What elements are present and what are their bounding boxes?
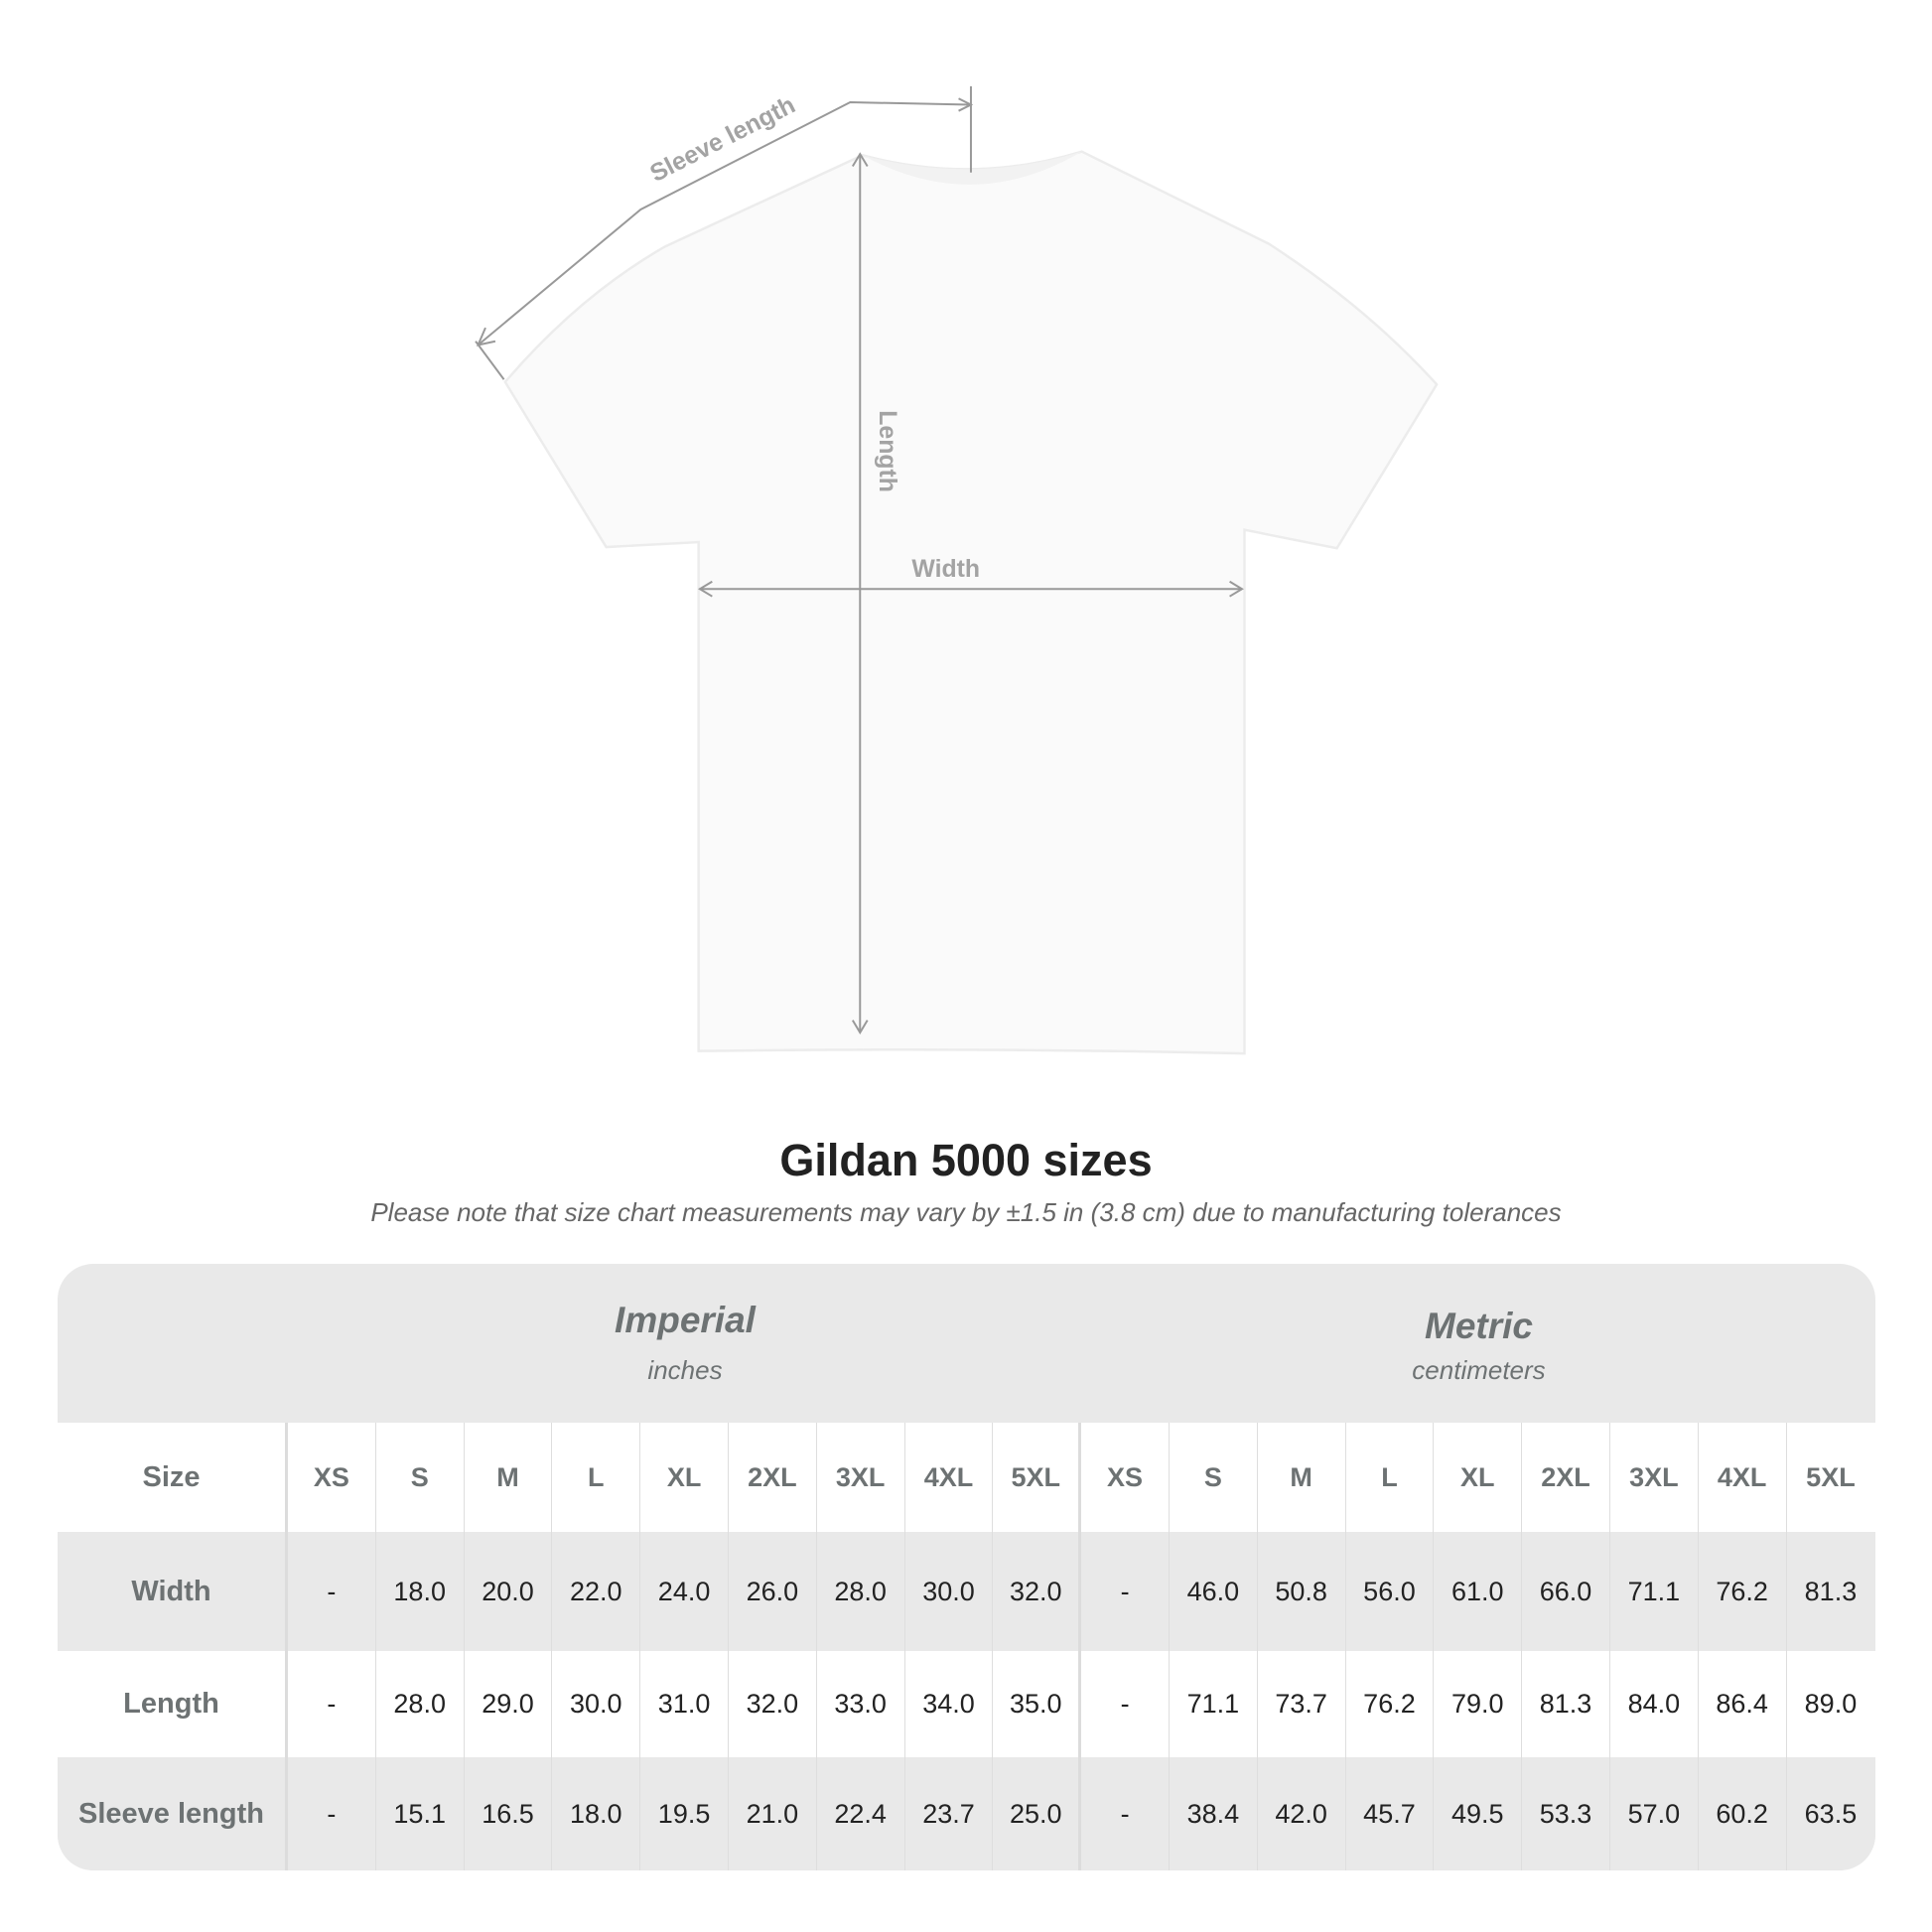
size-header-cell: 4XL	[905, 1423, 994, 1532]
size-header-cell: L	[1346, 1423, 1435, 1532]
value-cell: 38.4	[1170, 1757, 1258, 1870]
value-cell: 32.0	[729, 1651, 817, 1757]
size-header-cell: XS	[288, 1423, 376, 1532]
value-cell: -	[288, 1651, 376, 1757]
value-cell: 31.0	[640, 1651, 729, 1757]
value-cell: 18.0	[552, 1757, 641, 1870]
value-cell: 81.3	[1804, 1576, 1858, 1606]
value-cell: 28.0	[817, 1532, 905, 1651]
size-header-cell: S	[1170, 1423, 1258, 1532]
value-cell: 22.0	[552, 1532, 641, 1651]
value-cell: 28.0	[376, 1651, 465, 1757]
value-cell: 42.0	[1258, 1757, 1346, 1870]
imperial-title: Imperial	[615, 1300, 756, 1340]
size-header-cell: 3XL	[1610, 1423, 1699, 1532]
value-cell: 35.0	[993, 1651, 1082, 1757]
value-cell: 50.8	[1258, 1532, 1346, 1651]
size-header-cell: 5XL	[1806, 1461, 1856, 1492]
value-cell: 32.0	[993, 1532, 1082, 1651]
value-cell: -	[288, 1532, 376, 1651]
page-title: Gildan 5000 sizes	[779, 1135, 1153, 1185]
value-cell: 81.3	[1522, 1651, 1610, 1757]
value-cell: 76.2	[1346, 1651, 1435, 1757]
size-header-cell: XL	[640, 1423, 729, 1532]
value-cell: 15.1	[376, 1757, 465, 1870]
value-cell: 29.0	[465, 1651, 553, 1757]
value-cell: 76.2	[1699, 1532, 1787, 1651]
size-header-cell: 3XL	[817, 1423, 905, 1532]
value-cell: 61.0	[1434, 1532, 1523, 1651]
value-cell: 30.0	[552, 1651, 641, 1757]
size-header-cell: 5XL	[993, 1423, 1082, 1532]
row-label: Width	[58, 1532, 288, 1651]
value-cell: 86.4	[1699, 1651, 1787, 1757]
value-cell: -	[1081, 1532, 1170, 1651]
value-cell: 23.7	[905, 1757, 994, 1870]
size-header-cell: S	[376, 1423, 465, 1532]
value-cell: 30.0	[905, 1532, 994, 1651]
imperial-header: Imperial inches	[288, 1264, 1082, 1423]
row-label: Sleeve length	[58, 1757, 288, 1870]
row-label: Length	[58, 1651, 288, 1757]
size-header-row: Size XS S M L XL 2XL 3XL 4XL 5XL XS S M L XL 2XL 3XL 4XL 5…	[58, 1423, 1875, 1532]
length-label: Length	[874, 410, 900, 492]
value-cell: 49.5	[1434, 1757, 1523, 1870]
metric-title: Metric	[1425, 1306, 1533, 1346]
measurement-row: Length -28.0 29.0 30.0 31.0 32.0 33.0 34.0 35.0-…	[58, 1651, 1875, 1757]
metric-header: Metric centimeters	[1082, 1264, 1875, 1423]
value-cell: 34.0	[905, 1651, 994, 1757]
value-cell: -	[1081, 1651, 1170, 1757]
size-header-cell: M	[465, 1423, 553, 1532]
value-cell: 63.5	[1804, 1798, 1858, 1829]
measure-lines	[475, 85, 1244, 1035]
value-cell: 79.0	[1434, 1651, 1523, 1757]
value-cell: 18.0	[376, 1532, 465, 1651]
tshirt-shape	[503, 150, 1439, 1055]
value-cell: 56.0	[1346, 1532, 1435, 1651]
value-cell: 84.0	[1610, 1651, 1699, 1757]
value-cell: 53.3	[1522, 1757, 1610, 1870]
value-cell: 46.0	[1170, 1532, 1258, 1651]
size-header-cell: 2XL	[729, 1423, 817, 1532]
value-cell: 19.5	[640, 1757, 729, 1870]
tolerance-note: Please note that size chart measurements…	[370, 1197, 1562, 1227]
value-cell: 71.1	[1170, 1651, 1258, 1757]
size-table: Imperial inches Metric centimeters Size X…	[58, 1264, 1875, 1870]
value-cell: 21.0	[729, 1757, 817, 1870]
value-cell: 66.0	[1522, 1532, 1610, 1651]
size-header-cell: 4XL	[1699, 1423, 1787, 1532]
metric-unit: centimeters	[1412, 1355, 1546, 1385]
row-label: Size	[58, 1423, 288, 1532]
sleeve-length-line	[477, 101, 971, 346]
collar	[862, 151, 1082, 185]
size-header-cell: XL	[1434, 1423, 1523, 1532]
value-cell: 26.0	[729, 1532, 817, 1651]
measurement-row: Sleeve length -15.1 16.5 18.0 19.5 21.0 22.4 23…	[58, 1757, 1875, 1870]
size-header-cell: XS	[1081, 1423, 1170, 1532]
value-cell: 25.0	[993, 1757, 1082, 1870]
value-cell: 24.0	[640, 1532, 729, 1651]
value-cell: 57.0	[1610, 1757, 1699, 1870]
value-cell: 45.7	[1346, 1757, 1435, 1870]
size-header-cell: M	[1258, 1423, 1346, 1532]
size-header-cell: L	[552, 1423, 641, 1532]
imperial-unit: inches	[647, 1355, 723, 1385]
value-cell: 60.2	[1699, 1757, 1787, 1870]
value-cell: 16.5	[465, 1757, 553, 1870]
value-cell: 71.1	[1610, 1532, 1699, 1651]
value-cell: -	[288, 1757, 376, 1870]
value-cell: 73.7	[1258, 1651, 1346, 1757]
value-cell: 89.0	[1804, 1689, 1858, 1719]
value-cell: 20.0	[465, 1532, 553, 1651]
measurement-row: Width -18.0 20.0 22.0 24.0 26.0 28.0 30.0 32.0-4…	[58, 1532, 1875, 1651]
value-cell: 22.4	[817, 1757, 905, 1870]
value-cell: -	[1081, 1757, 1170, 1870]
value-cell: 33.0	[817, 1651, 905, 1757]
size-header-cell: 2XL	[1522, 1423, 1610, 1532]
width-label: Width	[911, 556, 980, 583]
